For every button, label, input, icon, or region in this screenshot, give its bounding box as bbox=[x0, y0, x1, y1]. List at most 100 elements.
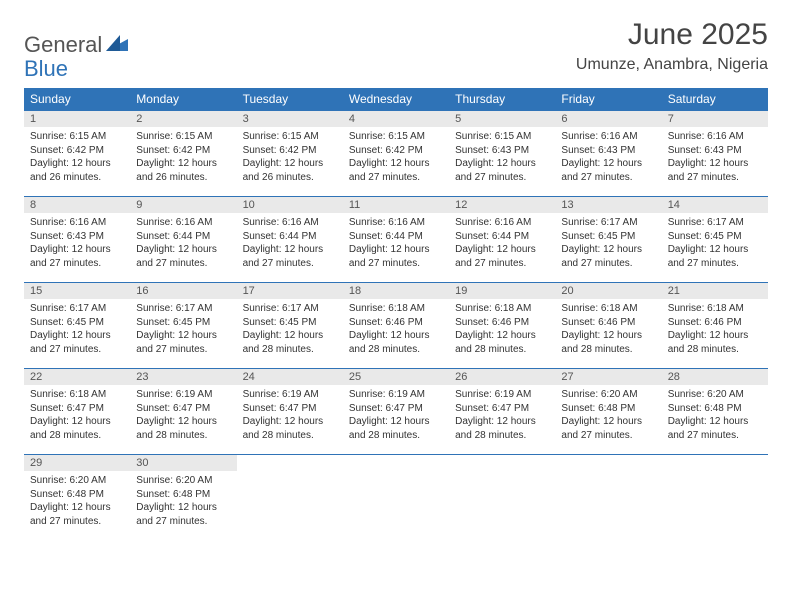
day-detail-line: and 27 minutes. bbox=[561, 429, 655, 443]
calendar-day-cell: 6Sunrise: 6:16 AMSunset: 6:43 PMDaylight… bbox=[555, 111, 661, 197]
day-detail-line: Daylight: 12 hours bbox=[455, 243, 549, 257]
day-details: Sunrise: 6:17 AMSunset: 6:45 PMDaylight:… bbox=[237, 299, 343, 360]
day-detail-line: Daylight: 12 hours bbox=[136, 329, 230, 343]
day-details: Sunrise: 6:15 AMSunset: 6:42 PMDaylight:… bbox=[24, 127, 130, 188]
day-detail-line: and 26 minutes. bbox=[136, 171, 230, 185]
day-detail-line: Daylight: 12 hours bbox=[561, 415, 655, 429]
day-detail-line: Sunrise: 6:15 AM bbox=[455, 130, 549, 144]
calendar-day-cell: 15Sunrise: 6:17 AMSunset: 6:45 PMDayligh… bbox=[24, 283, 130, 369]
day-details: Sunrise: 6:16 AMSunset: 6:44 PMDaylight:… bbox=[449, 213, 555, 274]
day-detail-line: Sunrise: 6:17 AM bbox=[243, 302, 337, 316]
day-detail-line: and 27 minutes. bbox=[668, 257, 762, 271]
day-detail-line: Sunset: 6:45 PM bbox=[243, 316, 337, 330]
brand-logo: General bbox=[24, 32, 128, 58]
logo-text-blue: Blue bbox=[24, 56, 68, 82]
calendar-day-cell: 23Sunrise: 6:19 AMSunset: 6:47 PMDayligh… bbox=[130, 369, 236, 455]
day-detail-line: Sunrise: 6:16 AM bbox=[561, 130, 655, 144]
day-details: Sunrise: 6:16 AMSunset: 6:44 PMDaylight:… bbox=[343, 213, 449, 274]
day-details: Sunrise: 6:18 AMSunset: 6:46 PMDaylight:… bbox=[555, 299, 661, 360]
day-detail-line: Sunset: 6:47 PM bbox=[455, 402, 549, 416]
day-number: 19 bbox=[449, 283, 555, 299]
calendar-day-cell: 24Sunrise: 6:19 AMSunset: 6:47 PMDayligh… bbox=[237, 369, 343, 455]
day-detail-line: Sunrise: 6:17 AM bbox=[561, 216, 655, 230]
day-detail-line: and 27 minutes. bbox=[668, 429, 762, 443]
day-detail-line: Sunset: 6:48 PM bbox=[136, 488, 230, 502]
day-detail-line: Sunrise: 6:17 AM bbox=[30, 302, 124, 316]
day-detail-line: and 27 minutes. bbox=[455, 257, 549, 271]
calendar-day-cell: 26Sunrise: 6:19 AMSunset: 6:47 PMDayligh… bbox=[449, 369, 555, 455]
day-detail-line: Daylight: 12 hours bbox=[668, 329, 762, 343]
day-details: Sunrise: 6:20 AMSunset: 6:48 PMDaylight:… bbox=[24, 471, 130, 532]
calendar-day-cell: 2Sunrise: 6:15 AMSunset: 6:42 PMDaylight… bbox=[130, 111, 236, 197]
day-details: Sunrise: 6:16 AMSunset: 6:43 PMDaylight:… bbox=[555, 127, 661, 188]
day-number: 1 bbox=[24, 111, 130, 127]
day-detail-line: Sunrise: 6:18 AM bbox=[668, 302, 762, 316]
day-detail-line: Sunrise: 6:19 AM bbox=[243, 388, 337, 402]
weekday-header: Monday bbox=[130, 88, 236, 111]
day-details: Sunrise: 6:15 AMSunset: 6:42 PMDaylight:… bbox=[130, 127, 236, 188]
day-detail-line: Sunrise: 6:15 AM bbox=[30, 130, 124, 144]
day-detail-line: Daylight: 12 hours bbox=[561, 329, 655, 343]
day-detail-line: and 27 minutes. bbox=[455, 171, 549, 185]
day-detail-line: Sunset: 6:43 PM bbox=[668, 144, 762, 158]
day-detail-line: and 28 minutes. bbox=[455, 343, 549, 357]
month-title: June 2025 bbox=[576, 18, 768, 52]
weekday-header: Sunday bbox=[24, 88, 130, 111]
calendar-day-cell: 21Sunrise: 6:18 AMSunset: 6:46 PMDayligh… bbox=[662, 283, 768, 369]
day-detail-line: Daylight: 12 hours bbox=[243, 157, 337, 171]
day-detail-line: and 27 minutes. bbox=[349, 171, 443, 185]
day-number: 29 bbox=[24, 455, 130, 471]
weekday-header: Saturday bbox=[662, 88, 768, 111]
logo-text-general: General bbox=[24, 32, 102, 58]
day-detail-line: Daylight: 12 hours bbox=[668, 415, 762, 429]
day-detail-line: Daylight: 12 hours bbox=[668, 157, 762, 171]
day-number: 18 bbox=[343, 283, 449, 299]
day-details: Sunrise: 6:18 AMSunset: 6:46 PMDaylight:… bbox=[662, 299, 768, 360]
day-detail-line: Sunrise: 6:19 AM bbox=[136, 388, 230, 402]
day-detail-line: Sunset: 6:48 PM bbox=[30, 488, 124, 502]
location-subtitle: Umunze, Anambra, Nigeria bbox=[576, 56, 768, 74]
day-details: Sunrise: 6:15 AMSunset: 6:43 PMDaylight:… bbox=[449, 127, 555, 188]
logo-mark-icon bbox=[106, 31, 128, 57]
calendar-day-cell: 25Sunrise: 6:19 AMSunset: 6:47 PMDayligh… bbox=[343, 369, 449, 455]
day-detail-line: Sunrise: 6:16 AM bbox=[455, 216, 549, 230]
day-detail-line: Sunset: 6:43 PM bbox=[561, 144, 655, 158]
day-detail-line: Sunrise: 6:16 AM bbox=[243, 216, 337, 230]
day-detail-line: Sunrise: 6:18 AM bbox=[561, 302, 655, 316]
calendar-day-cell: 13Sunrise: 6:17 AMSunset: 6:45 PMDayligh… bbox=[555, 197, 661, 283]
calendar-day-cell: 27Sunrise: 6:20 AMSunset: 6:48 PMDayligh… bbox=[555, 369, 661, 455]
weekday-header: Wednesday bbox=[343, 88, 449, 111]
day-details: Sunrise: 6:16 AMSunset: 6:44 PMDaylight:… bbox=[130, 213, 236, 274]
day-number: 22 bbox=[24, 369, 130, 385]
day-detail-line: Sunrise: 6:18 AM bbox=[455, 302, 549, 316]
day-number: 4 bbox=[343, 111, 449, 127]
day-detail-line: Sunset: 6:46 PM bbox=[561, 316, 655, 330]
day-detail-line: Daylight: 12 hours bbox=[349, 329, 443, 343]
day-detail-line: and 28 minutes. bbox=[136, 429, 230, 443]
weekday-header: Friday bbox=[555, 88, 661, 111]
day-detail-line: Sunset: 6:48 PM bbox=[668, 402, 762, 416]
day-detail-line: Sunset: 6:43 PM bbox=[455, 144, 549, 158]
day-detail-line: Sunrise: 6:17 AM bbox=[668, 216, 762, 230]
calendar-week-row: 29Sunrise: 6:20 AMSunset: 6:48 PMDayligh… bbox=[24, 455, 768, 541]
day-detail-line: Sunset: 6:42 PM bbox=[243, 144, 337, 158]
day-detail-line: and 27 minutes. bbox=[136, 257, 230, 271]
day-detail-line: and 27 minutes. bbox=[243, 257, 337, 271]
day-number: 20 bbox=[555, 283, 661, 299]
calendar-day-cell: 29Sunrise: 6:20 AMSunset: 6:48 PMDayligh… bbox=[24, 455, 130, 541]
day-detail-line: Sunset: 6:44 PM bbox=[243, 230, 337, 244]
day-detail-line: Daylight: 12 hours bbox=[561, 243, 655, 257]
day-detail-line: and 28 minutes. bbox=[30, 429, 124, 443]
day-detail-line: Daylight: 12 hours bbox=[455, 415, 549, 429]
day-number: 28 bbox=[662, 369, 768, 385]
day-details: Sunrise: 6:17 AMSunset: 6:45 PMDaylight:… bbox=[555, 213, 661, 274]
weekday-header: Thursday bbox=[449, 88, 555, 111]
calendar-week-row: 8Sunrise: 6:16 AMSunset: 6:43 PMDaylight… bbox=[24, 197, 768, 283]
day-detail-line: Daylight: 12 hours bbox=[136, 415, 230, 429]
day-detail-line: Sunset: 6:47 PM bbox=[136, 402, 230, 416]
day-detail-line: and 26 minutes. bbox=[243, 171, 337, 185]
day-detail-line: Sunset: 6:45 PM bbox=[30, 316, 124, 330]
calendar-day-cell: 7Sunrise: 6:16 AMSunset: 6:43 PMDaylight… bbox=[662, 111, 768, 197]
day-detail-line: Sunset: 6:46 PM bbox=[668, 316, 762, 330]
calendar-day-cell: 11Sunrise: 6:16 AMSunset: 6:44 PMDayligh… bbox=[343, 197, 449, 283]
